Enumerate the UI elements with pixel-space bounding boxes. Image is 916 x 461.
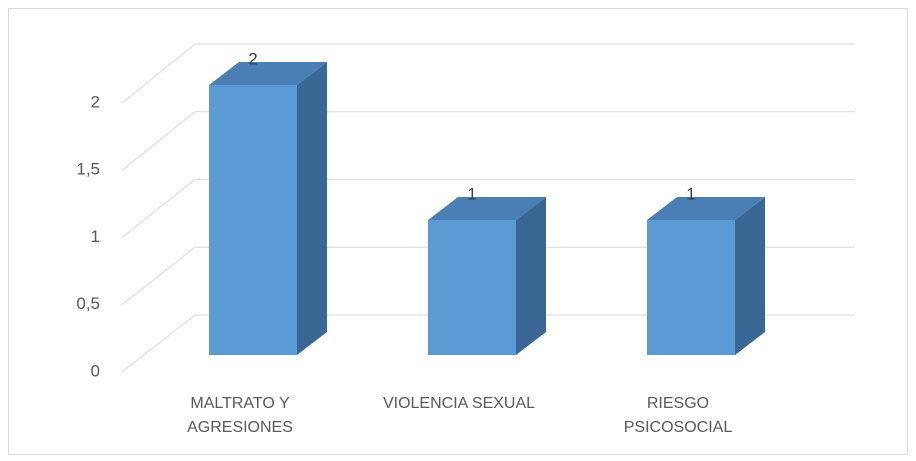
bar-side <box>516 197 546 355</box>
bar <box>428 197 546 355</box>
grid-line-diagonal <box>121 246 196 306</box>
bar-top <box>647 197 765 220</box>
grid-line-diagonal <box>121 314 196 373</box>
bar-side <box>297 62 327 355</box>
bar <box>209 62 327 355</box>
x-tick-label: MALTRATO Y AGRESIONES <box>187 395 293 436</box>
value-label: 1 <box>686 184 695 203</box>
value-label: 2 <box>248 49 257 68</box>
y-tick-label: 1 <box>91 227 100 246</box>
y-tick-label: 1,5 <box>76 160 100 179</box>
bar-top <box>209 62 327 85</box>
x-tick-label: RIESGO PSICOSOCIAL <box>623 395 733 436</box>
y-tick-label: 0 <box>91 361 100 380</box>
bar-top <box>428 197 546 220</box>
bar <box>647 197 765 355</box>
grid-line-diagonal <box>121 111 196 171</box>
y-tick-label: 0,5 <box>76 294 100 313</box>
grid-line-diagonal <box>121 179 196 238</box>
y-tick-label: 2 <box>91 92 100 111</box>
bar-front <box>647 220 735 355</box>
x-tick-label: VIOLENCIA SEXUAL <box>382 395 536 412</box>
bar-side <box>735 197 765 355</box>
grid-line-diagonal <box>121 43 196 104</box>
chart-border <box>8 8 908 455</box>
bar-front <box>428 220 516 355</box>
bar-front <box>209 85 297 355</box>
value-label: 1 <box>467 184 476 203</box>
